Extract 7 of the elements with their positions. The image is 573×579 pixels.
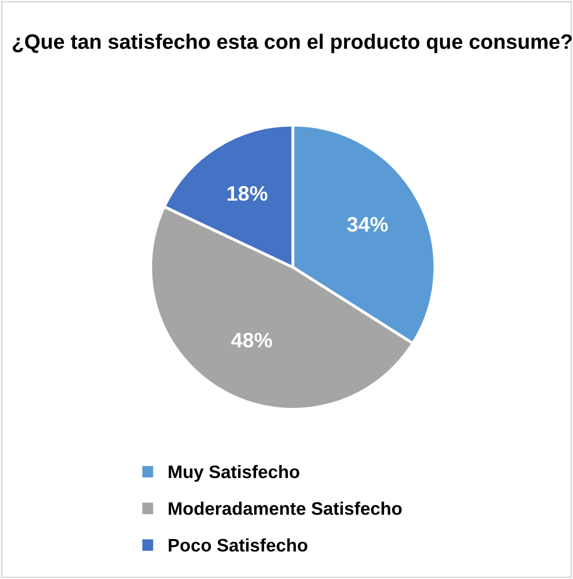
legend-label: Poco Satisfecho [168, 538, 308, 552]
legend-label: Moderadamente Satisfecho [168, 502, 402, 515]
data-label: 48% [231, 332, 272, 348]
legend-label: Muy Satisfecho [168, 464, 300, 482]
data-label: 34% [347, 216, 388, 232]
data-label: 18% [228, 186, 268, 201]
chart-title: ¿Que tan satisfecho esta con el producto que consume? [12, 34, 572, 54]
